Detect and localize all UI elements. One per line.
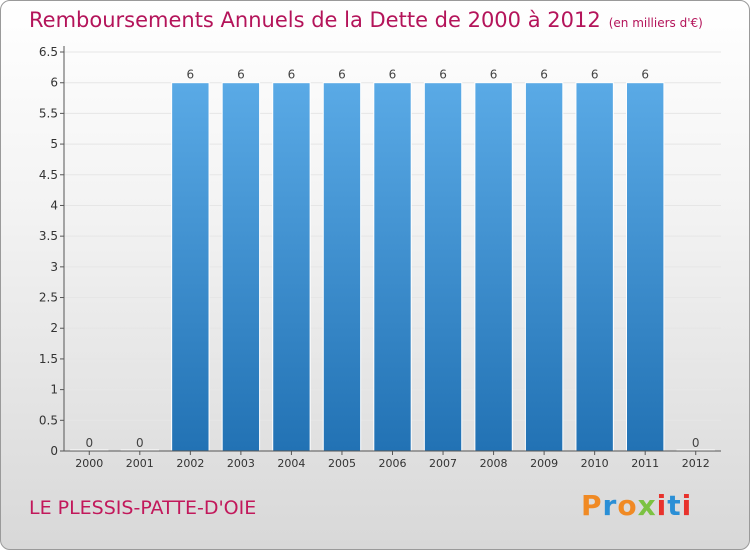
unit-note: (en milliers d'€)	[608, 16, 703, 30]
data-label-2004: 6	[288, 68, 296, 82]
bar-2006	[373, 82, 412, 452]
chart-title-text: Remboursements Annuels de la Dette de 20…	[29, 8, 601, 32]
data-label-2001: 0	[136, 436, 144, 450]
x-tick-label: 2007	[429, 457, 457, 470]
data-label-2007: 6	[439, 68, 447, 82]
logo-letter: i	[656, 489, 668, 522]
proxiti-logo: Proxiti	[581, 489, 692, 522]
x-tick-label: 2009	[530, 457, 558, 470]
bar-2008	[474, 82, 513, 452]
data-labels: 0 0 6 6 6 6 6 6 6 6 6 6 0	[85, 68, 699, 450]
bar-2002	[171, 82, 210, 452]
x-tick-label: 2008	[480, 457, 508, 470]
x-tick-label: 2011	[631, 457, 659, 470]
y-tick-label: 4	[50, 198, 58, 212]
y-tick-label: 3.5	[39, 229, 58, 243]
x-tick-label: 2005	[328, 457, 356, 470]
y-tick-label: 5	[50, 137, 58, 151]
data-label-2006: 6	[389, 68, 397, 82]
x-tick-label: 2000	[75, 457, 103, 470]
bar-2004	[272, 82, 311, 452]
data-label-2011: 6	[641, 68, 649, 82]
y-tick-label: 1.5	[39, 352, 58, 366]
x-tick-label: 2010	[581, 457, 609, 470]
x-tick-label: 2002	[176, 457, 204, 470]
x-tick-label: 2003	[227, 457, 255, 470]
logo-letter: x	[637, 489, 657, 522]
x-tick-label: 2004	[277, 457, 305, 470]
data-label-2008: 6	[490, 68, 498, 82]
logo-letter: t	[667, 489, 682, 522]
logo-letter: i	[681, 489, 693, 522]
commune-name: LE PLESSIS-PATTE-D'OIE	[29, 497, 257, 519]
y-tick-label: 2	[50, 321, 58, 335]
bar-2003	[221, 82, 261, 452]
bar-2007	[423, 82, 463, 452]
data-label-2000: 0	[85, 436, 93, 450]
y-tick-label: 0.5	[39, 413, 58, 427]
y-tick-label: 2.5	[39, 291, 58, 305]
logo-letter: P	[581, 489, 603, 522]
x-tick-label: 2001	[126, 457, 154, 470]
y-tick-label: 6.5	[39, 45, 58, 59]
bars	[70, 82, 715, 452]
y-tick-label: 4.5	[39, 168, 58, 182]
y-tick-label: 6	[50, 76, 58, 90]
logo-letter: o	[617, 489, 638, 522]
y-tick-label: 1	[50, 383, 58, 397]
bar-2010	[575, 82, 614, 452]
y-tick-label: 3	[50, 260, 58, 274]
data-label-2012: 0	[692, 436, 700, 450]
bar-2005	[322, 82, 362, 452]
logo-letter: r	[602, 489, 618, 522]
y-tick-label: 0	[50, 444, 58, 458]
x-tick-label: 2012	[682, 457, 710, 470]
data-label-2009: 6	[540, 68, 548, 82]
x-tick-label: 2006	[379, 457, 407, 470]
data-label-2002: 6	[187, 68, 195, 82]
data-label-2010: 6	[591, 68, 599, 82]
data-label-2003: 6	[237, 68, 245, 82]
chart-title: Remboursements Annuels de la Dette de 20…	[29, 8, 703, 32]
axes: 0 0.5 1 1.5 2 2.5 3 3.5 4 4.5 5 5.5 6 6.5 2000 2001 2002…	[39, 45, 721, 470]
bar-2009	[524, 82, 564, 452]
data-label-2005: 6	[338, 68, 346, 82]
y-tick-label: 5.5	[39, 106, 58, 120]
bar-2011	[625, 82, 665, 452]
